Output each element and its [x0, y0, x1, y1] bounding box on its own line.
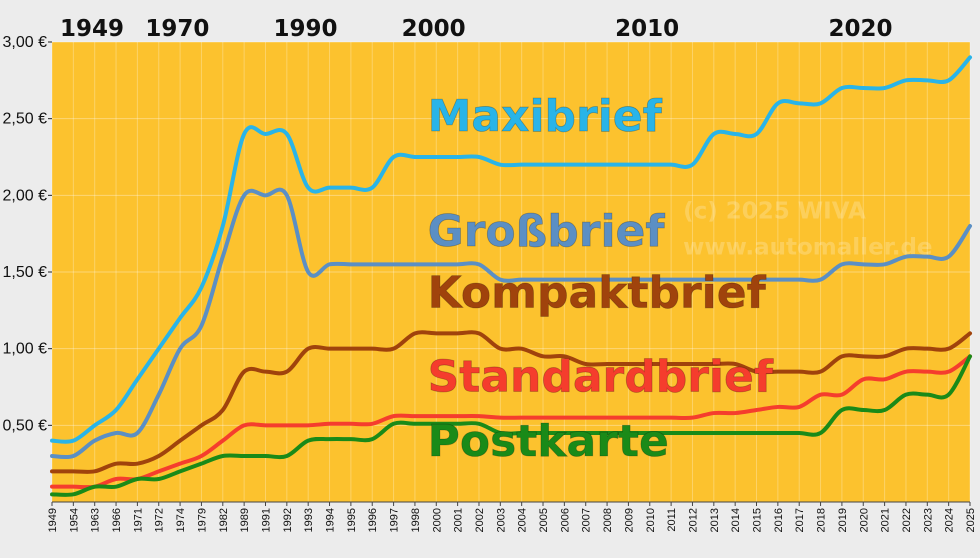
x-tick-label: 1998 [410, 508, 422, 532]
watermark-text: (c) 2025 WIVA [683, 198, 866, 224]
series-line [50, 354, 972, 490]
y-tick-label: 0,50 € [3, 417, 48, 434]
watermark-text: www.automaller.de [683, 234, 932, 260]
x-tick-label: 2008 [602, 508, 614, 532]
x-axis: 1949 1954 1963 1966 1971 1972 1974 1979 1982 1989… [47, 501, 977, 532]
x-tick-label: 2000 [431, 508, 443, 532]
x-tick-label: 2024 [944, 508, 956, 532]
x-tick-label: 1949 [47, 508, 59, 532]
series-line [50, 55, 972, 444]
x-tick-label: 2022 [901, 508, 913, 532]
x-tick-label: 2018 [816, 508, 828, 532]
x-tick-label: 2009 [623, 508, 635, 532]
era-label: 1970 [145, 16, 209, 42]
x-tick-label: 2020 [858, 508, 870, 532]
era-label: 1949 [60, 16, 124, 42]
x-tick-label: 2019 [837, 508, 849, 532]
series-label: Maxibrief [428, 91, 663, 142]
series-line [50, 187, 972, 460]
y-tick-label: 2,00 € [3, 187, 48, 204]
series-lines [50, 55, 972, 497]
x-tick-label: 1971 [132, 508, 144, 532]
x-tick-label: 1996 [367, 508, 379, 532]
x-tick-label: 2013 [709, 508, 721, 532]
x-tick-label: 1972 [154, 508, 166, 532]
series-label: Postkarte [428, 416, 669, 467]
x-tick-label: 2025 [965, 508, 977, 532]
x-tick-label: 2017 [794, 508, 806, 532]
x-tick-label: 2007 [581, 508, 593, 532]
era-labels: 1949 1970 1990 2000 2010 2020 [60, 16, 893, 42]
series-labels: Maxibrief Großbrief Kompaktbrief Standardbr… [427, 91, 774, 468]
x-tick-label: 2015 [752, 508, 764, 532]
x-tick-label: 2016 [773, 508, 785, 532]
x-tick-label: 1994 [325, 508, 337, 532]
x-tick-label: 1991 [260, 508, 272, 532]
x-tick-label: 2023 [922, 508, 934, 532]
era-label: 2010 [615, 16, 679, 42]
y-tick-label: 1,50 € [3, 264, 48, 281]
y-tick-label: 2,50 € [3, 111, 48, 128]
x-tick-label: 1993 [303, 508, 315, 532]
era-label: 2020 [829, 16, 893, 42]
x-tick-label: 2014 [730, 508, 742, 532]
y-tick-label: 3,00 € [3, 34, 48, 51]
x-tick-label: 2012 [687, 508, 699, 532]
x-tick-label: 1974 [175, 508, 187, 532]
x-tick-label: 2011 [666, 508, 678, 532]
x-tick-label: 2002 [474, 508, 486, 532]
x-tick-label: 2010 [645, 508, 657, 532]
series-label: Kompaktbrief [428, 267, 767, 318]
x-tick-label: 1992 [282, 508, 294, 532]
x-tick-label: 1989 [239, 508, 251, 532]
era-label: 2000 [402, 16, 466, 42]
x-tick-label: 2001 [453, 508, 465, 532]
series-label: Standardbrief [428, 352, 774, 403]
x-tick-label: 2004 [517, 508, 529, 532]
series-line [50, 330, 972, 474]
x-tick-label: 1995 [346, 508, 358, 532]
era-label: 1990 [273, 16, 337, 42]
x-tick-label: 1966 [111, 508, 123, 532]
x-tick-label: 1997 [389, 508, 401, 532]
x-tick-label: 1982 [218, 508, 230, 532]
series-label: Großbrief [428, 206, 666, 257]
x-tick-label: 2003 [495, 508, 507, 532]
x-tick-label: 2021 [880, 508, 892, 532]
x-tick-label: 2005 [538, 508, 550, 532]
series-line [50, 354, 972, 497]
x-tick-label: 1963 [90, 508, 102, 532]
watermark: (c) 2025 WIVA www.automaller.de [683, 198, 932, 260]
y-tick-label: 1,00 € [3, 341, 48, 358]
x-tick-label: 1979 [196, 508, 208, 532]
x-tick-label: 2006 [559, 508, 571, 532]
y-axis: 0,50 € 1,00 € 1,50 € 2,00 € 2,50 € 3,00 € [3, 34, 52, 434]
x-tick-label: 1954 [68, 508, 80, 532]
